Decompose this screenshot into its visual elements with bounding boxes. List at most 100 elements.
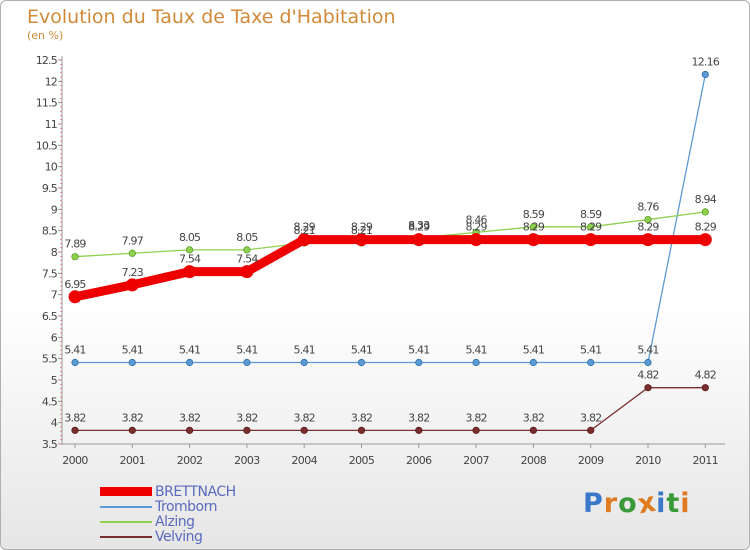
data-point-alzing — [71, 253, 79, 261]
data-label-alzing: 8.76 — [637, 201, 659, 214]
x-tick-label: 2003 — [234, 454, 260, 467]
chart-legend: BRETTNACH Tromborn Alzing Velving — [100, 483, 236, 545]
y-tick-label: 12.5 — [36, 54, 58, 67]
data-label-velving: 3.82 — [408, 411, 429, 424]
y-tick-label: 7 — [51, 289, 58, 302]
data-point-brettnach — [698, 233, 712, 247]
data-label-tromborn: 5.41 — [294, 344, 315, 357]
data-label-tromborn: 5.41 — [122, 344, 143, 357]
data-label-velving: 4.82 — [637, 369, 658, 382]
data-label-alzing: 8.46 — [465, 213, 487, 226]
legend-item-velving: Velving — [100, 529, 236, 545]
y-tick-label: 4 — [51, 417, 58, 430]
data-label-brettnach: 8.29 — [294, 221, 316, 234]
data-label-tromborn: 5.41 — [179, 344, 200, 357]
data-label-brettnach: 7.54 — [236, 253, 258, 266]
data-point-tromborn — [243, 358, 251, 367]
data-point-brettnach — [297, 233, 311, 247]
y-tick-label: 8.5 — [42, 225, 58, 238]
data-label-alzing: 8.59 — [580, 208, 602, 221]
data-label-brettnach: 7.23 — [122, 266, 144, 279]
legend-swatch — [100, 487, 152, 496]
x-tick-label: 2002 — [177, 454, 203, 467]
data-point-tromborn — [587, 358, 595, 367]
data-point-tromborn — [644, 358, 652, 367]
data-label-tromborn: 5.41 — [351, 344, 372, 357]
data-label-tromborn: 5.41 — [64, 344, 85, 357]
data-label-velving: 4.82 — [695, 369, 716, 382]
x-tick-label: 2010 — [635, 454, 661, 467]
data-point-brettnach — [412, 233, 426, 247]
data-label-alzing: 8.21 — [351, 224, 372, 237]
y-tick-label: 7.5 — [42, 267, 58, 280]
x-tick-label: 2011 — [692, 454, 718, 467]
data-label-velving: 3.82 — [465, 411, 486, 424]
data-label-alzing: 8.33 — [408, 219, 430, 232]
data-label-velving: 3.82 — [523, 411, 544, 424]
data-point-brettnach — [240, 265, 254, 279]
data-label-tromborn: 5.41 — [408, 344, 429, 357]
x-tick-label: 2008 — [521, 454, 547, 467]
y-tick-label: 11.5 — [36, 97, 58, 110]
data-label-alzing: 8.05 — [236, 231, 258, 244]
y-tick-label: 10.5 — [36, 139, 58, 152]
data-point-velving — [472, 426, 480, 434]
y-tick-label: 5.5 — [42, 353, 58, 366]
series-line-alzing — [74, 211, 706, 258]
data-point-velving — [243, 426, 251, 434]
data-point-tromborn — [357, 358, 366, 367]
data-point-brettnach — [469, 233, 483, 247]
y-tick-label: 9.5 — [42, 182, 58, 195]
x-tick-label: 2001 — [119, 454, 145, 467]
y-tick-label: 12 — [45, 75, 57, 88]
y-tick-label: 6 — [51, 331, 58, 344]
legend-label: Tromborn — [155, 498, 217, 515]
y-tick-label: 4.5 — [42, 395, 58, 408]
data-point-tromborn — [128, 358, 136, 367]
data-label-tromborn: 5.41 — [523, 344, 544, 357]
data-point-tromborn — [701, 70, 709, 79]
logo-letter: o — [618, 488, 638, 519]
data-label-tromborn: 5.41 — [465, 344, 486, 357]
data-point-tromborn — [415, 358, 423, 367]
data-point-brettnach — [584, 233, 598, 247]
data-label-velving: 3.82 — [64, 411, 85, 424]
data-label-brettnach: 8.29 — [523, 221, 545, 234]
data-label-velving: 3.82 — [122, 411, 143, 424]
legend-item-brettnach: BRETTNACH — [100, 483, 236, 500]
legend-label: BRETTNACH — [155, 483, 236, 500]
x-tick-label: 2004 — [291, 454, 317, 467]
data-label-brettnach: 6.95 — [64, 278, 86, 291]
legend-swatch — [100, 520, 152, 523]
x-tick-label: 2006 — [406, 454, 432, 467]
data-label-alzing: 8.05 — [179, 231, 201, 244]
data-label-brettnach: 8.29 — [408, 221, 430, 234]
data-point-brettnach — [183, 265, 197, 279]
data-label-brettnach: 8.29 — [637, 221, 659, 234]
data-label-brettnach: 8.29 — [351, 221, 373, 234]
data-label-tromborn: 5.41 — [580, 344, 601, 357]
y-tick-label: 11 — [45, 118, 57, 131]
data-point-brettnach — [125, 278, 139, 292]
data-point-velving — [71, 426, 79, 434]
data-point-brettnach — [355, 233, 368, 247]
logo-letter: P — [583, 488, 604, 519]
proxiti-logo: Proxiti — [583, 487, 691, 521]
data-label-velving: 3.82 — [294, 411, 315, 424]
logo-letter: i — [680, 488, 691, 519]
data-point-alzing — [128, 249, 136, 257]
data-label-brettnach: 8.29 — [465, 221, 487, 234]
legend-label: Alzing — [155, 513, 195, 530]
x-tick-label: 2007 — [463, 454, 489, 467]
data-point-alzing — [701, 208, 709, 216]
data-point-tromborn — [71, 358, 79, 367]
legend-item-tromborn: Tromborn — [100, 498, 236, 515]
data-label-velving: 3.82 — [179, 411, 200, 424]
data-point-velving — [186, 426, 194, 434]
x-tick-label: 2000 — [62, 454, 88, 467]
data-point-tromborn — [300, 358, 308, 367]
data-point-velving — [644, 384, 652, 392]
data-point-tromborn — [186, 358, 194, 367]
data-point-alzing — [587, 223, 595, 231]
